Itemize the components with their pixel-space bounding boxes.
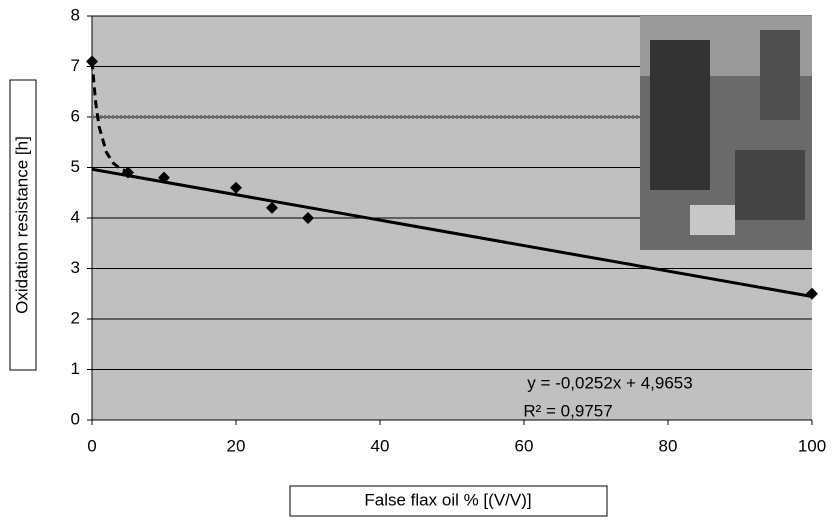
fit-curve xyxy=(90,61,129,173)
trendline xyxy=(91,167,813,298)
data-point xyxy=(122,166,134,179)
x-tick-label: 100 xyxy=(798,436,826,455)
trend-r2: R² = 0,9757 xyxy=(523,401,612,420)
photo-detail xyxy=(690,205,735,235)
y-label-box xyxy=(9,79,37,371)
photo-detail xyxy=(650,40,710,190)
data-point xyxy=(266,201,278,214)
photo-detail xyxy=(735,150,805,220)
x-tick-label: 20 xyxy=(227,436,246,455)
data-point xyxy=(806,287,818,300)
photo-detail xyxy=(760,30,800,120)
y-tick-label: 5 xyxy=(71,157,80,176)
y-tick-label: 3 xyxy=(71,258,80,277)
trend-equation: y = -0,0252x + 4,9653 xyxy=(527,373,692,392)
x-label-box xyxy=(289,485,608,517)
data-point xyxy=(230,181,242,194)
photo-inset xyxy=(640,16,812,250)
y-tick-label: 6 xyxy=(71,106,80,125)
y-axis-label: Oxidation resistance [h] xyxy=(12,136,31,314)
y-tick-label: 0 xyxy=(71,409,80,428)
y-tick-label: 2 xyxy=(71,308,80,327)
y-tick-label: 1 xyxy=(71,359,80,378)
data-point xyxy=(86,55,98,68)
data-point xyxy=(302,212,314,224)
x-tick-label: 40 xyxy=(371,436,390,455)
y-tick-label: 8 xyxy=(71,5,80,24)
x-tick-label: 0 xyxy=(87,436,96,455)
y-tick-label: 4 xyxy=(71,207,80,226)
x-tick-label: 60 xyxy=(515,436,534,455)
x-axis-label: False flax oil % [(V/V)] xyxy=(364,490,531,509)
y-tick-label: 7 xyxy=(71,56,80,75)
x-tick-label: 80 xyxy=(659,436,678,455)
data-point xyxy=(158,171,170,184)
